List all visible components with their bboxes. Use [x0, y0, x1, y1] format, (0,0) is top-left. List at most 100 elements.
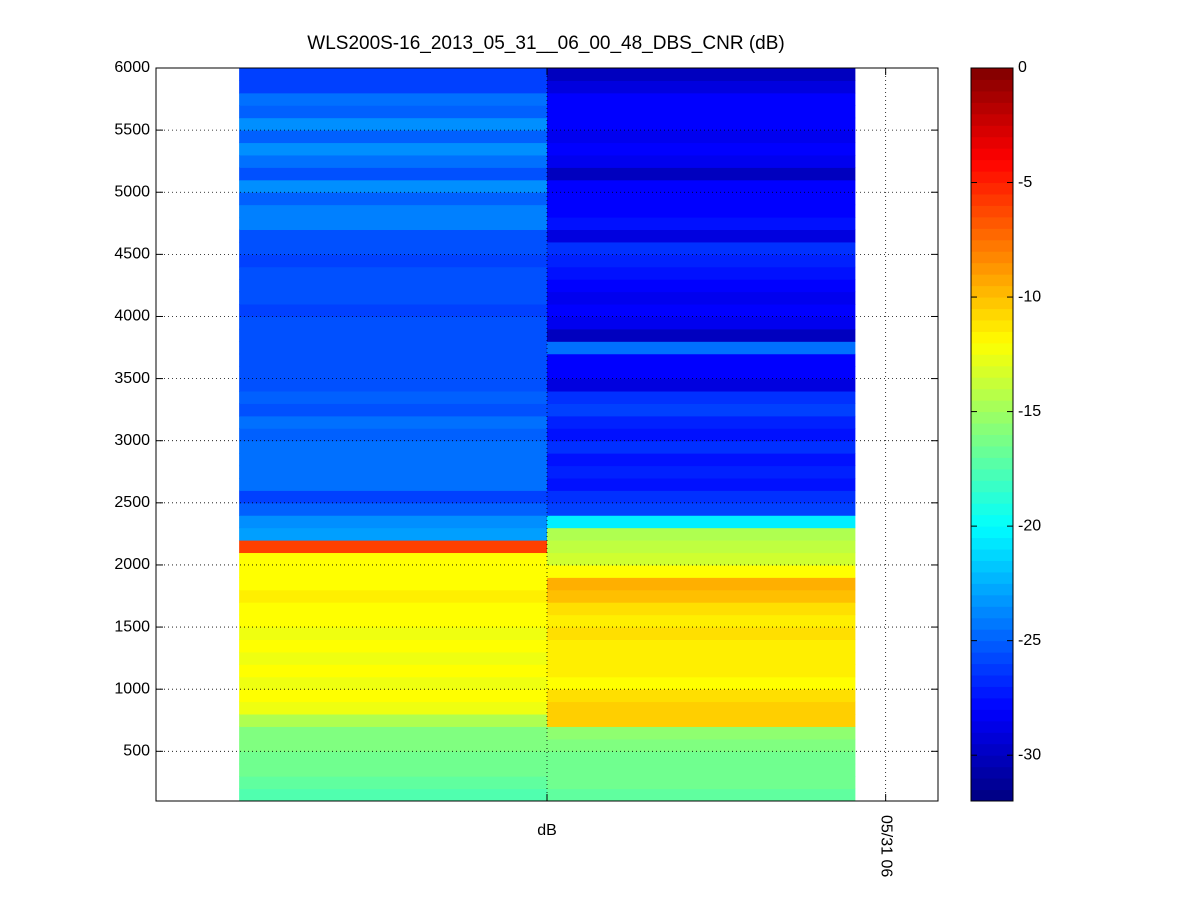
colorbar-segment [971, 228, 1013, 241]
colorbar-segment [971, 629, 1013, 642]
heat-cell [239, 304, 548, 317]
colorbar-segment [971, 514, 1013, 527]
heat-cell [239, 105, 548, 119]
colorbar-segment [971, 400, 1013, 413]
heat-cell [547, 714, 856, 727]
colorbar-segment [971, 732, 1013, 745]
heat-cell [547, 341, 856, 355]
heat-cell [239, 391, 548, 404]
heat-cell [239, 142, 548, 156]
heat-cell [239, 279, 548, 293]
colorbar-tick-label: -30 [1018, 746, 1041, 763]
colorbar-segment [971, 766, 1013, 779]
colorbar-segment [971, 445, 1013, 458]
heat-cell [239, 527, 548, 541]
colorbar-tick-label: -20 [1018, 517, 1041, 534]
heat-cell [239, 540, 548, 554]
colorbar-segment [971, 583, 1013, 596]
colorbar-segment [971, 68, 1013, 80]
heat-cell [547, 527, 856, 541]
heat-cell [239, 602, 548, 616]
heat-cell [239, 738, 548, 752]
colorbar-segment [971, 262, 1013, 275]
heat-cell [547, 428, 856, 442]
heat-cell [547, 701, 856, 715]
colorbar-tick-label: -10 [1018, 288, 1041, 305]
heat-cell [547, 353, 856, 367]
heat-cell [547, 117, 856, 131]
colorbar-segment [971, 159, 1013, 172]
heat-cell [239, 477, 548, 491]
y-tick-label: 5000 [114, 183, 150, 200]
heat-cell [547, 279, 856, 293]
y-tick-label: 5500 [114, 121, 150, 138]
colorbar-segment [971, 720, 1013, 733]
colorbar-segment [971, 388, 1013, 401]
heat-cell [547, 142, 856, 156]
heat-cell [239, 465, 548, 479]
heat-cell [239, 589, 548, 603]
heat-cell [547, 627, 856, 640]
heat-cell [547, 92, 856, 106]
heat-cell [239, 788, 548, 802]
y-tick-label: 6000 [114, 59, 150, 76]
heat-cell [239, 776, 548, 790]
heat-cell [547, 105, 856, 119]
heat-cell [547, 577, 856, 591]
heat-cell [239, 651, 548, 665]
heat-cell [239, 229, 548, 243]
heat-cell [239, 763, 548, 777]
heat-cell [239, 254, 548, 268]
x-tick-label: dB [537, 822, 557, 839]
heat-cell [547, 726, 856, 740]
colorbar-segment [971, 663, 1013, 676]
heat-cell [239, 92, 548, 106]
colorbar-segment [971, 297, 1013, 310]
colorbar-segment [971, 468, 1013, 481]
heat-cell [547, 80, 856, 94]
heat-cell [547, 602, 856, 616]
colorbar-segment [971, 743, 1013, 756]
colorbar-segment [971, 434, 1013, 447]
heat-cell [239, 68, 548, 81]
heat-cell [239, 440, 548, 454]
colorbar-segment [971, 778, 1013, 791]
heat-cell [547, 229, 856, 243]
heat-cell [239, 217, 548, 231]
heat-cell [239, 341, 548, 355]
colorbar-segment [971, 342, 1013, 355]
heat-cell [239, 130, 548, 144]
heat-cell [547, 639, 856, 653]
colorbar-segment [971, 411, 1013, 424]
heat-cell [239, 627, 548, 640]
heat-cell [239, 639, 548, 653]
heat-cell [547, 552, 856, 566]
colorbar-segment [971, 331, 1013, 344]
axes: 500 1000 1500 2000 2500 3000 3500 4000 4500 5000 5… [114, 59, 1041, 877]
colorbar-segment [971, 182, 1013, 195]
heat-cell [239, 714, 548, 727]
colorbar-segment [971, 354, 1013, 367]
heat-cell [239, 689, 548, 703]
heat-cell [547, 366, 856, 380]
heat-cell [547, 154, 856, 168]
y-tick-label: 2000 [114, 556, 150, 573]
heat-cell [547, 453, 856, 467]
heat-cell [547, 403, 856, 417]
colorbar-segment [971, 79, 1013, 92]
colorbar-segment [971, 526, 1013, 539]
colorbar-segment [971, 560, 1013, 573]
heat-cell [547, 751, 856, 765]
colorbar-segment [971, 606, 1013, 619]
heat-cell [547, 515, 856, 529]
heat-cell [547, 788, 856, 802]
heat-cell [547, 304, 856, 317]
colorbar-segment [971, 652, 1013, 665]
heat-cell [547, 192, 856, 206]
heat-cell [239, 701, 548, 715]
colorbar-segment [971, 675, 1013, 687]
heat-cell [547, 217, 856, 231]
heat-cell [239, 291, 548, 305]
y-tick-label: 4000 [114, 308, 150, 325]
colorbar-tick-label: 0 [1018, 59, 1027, 76]
